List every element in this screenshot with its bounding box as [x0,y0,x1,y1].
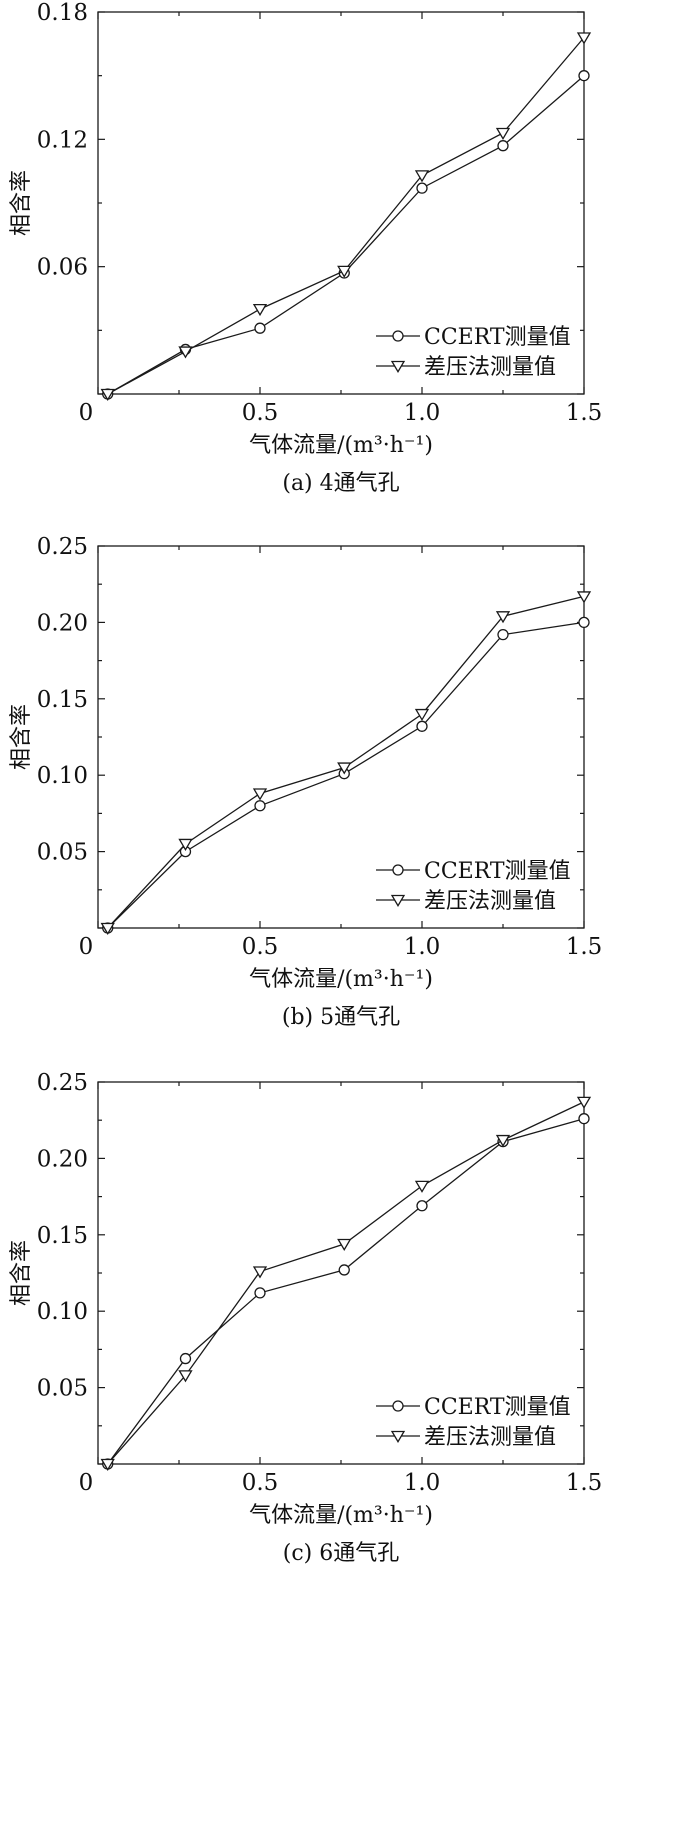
y-tick-label: 0.12 [37,127,88,153]
x-tick-label: 1.0 [404,1470,441,1496]
x-tick-label: 1.0 [404,934,441,960]
panel-caption: (c) 6通气孔 [283,1541,399,1566]
data-point [576,32,592,45]
y-tick-label: 0.05 [37,840,88,866]
data-point [100,1458,115,1471]
y-tick-label: 0.20 [37,1146,88,1172]
x-tick-label: 1.5 [566,1470,603,1496]
y-tick-label: 0.15 [37,1223,88,1249]
legend-label: 差压法测量值 [424,355,556,380]
data-point [578,1113,590,1125]
data-point [414,1180,430,1193]
data-point [338,1264,350,1276]
data-point [337,1238,352,1251]
legend-marker [392,1400,404,1412]
legend-marker [390,1430,406,1443]
data-point [414,708,430,722]
x-tick-label: 1.0 [404,400,441,426]
legend-label: CCERT测量值 [424,1395,571,1420]
data-point [252,1266,268,1279]
data-point [576,1096,592,1109]
x-tick-label: 0.5 [242,934,279,960]
data-point [497,628,509,641]
y-axis-label: 相含率 [9,704,34,770]
data-point [495,127,511,140]
data-point [416,720,428,732]
x-axis-label: 气体流量/(m³·h⁻¹) [249,1503,433,1528]
x-tick-label: 0 [79,400,94,426]
data-point [179,1352,192,1365]
data-point [414,170,430,183]
data-point [252,788,268,801]
data-point [100,388,115,401]
x-tick-label: 0.5 [242,400,279,426]
legend-label: 差压法测量值 [424,889,556,914]
data-point [178,1370,193,1383]
y-axis-label: 相含率 [9,170,34,236]
panel-caption: (b) 5通气孔 [282,1005,400,1030]
data-point [254,800,266,812]
y-tick-label: 0.25 [37,1070,88,1096]
x-tick-label: 0 [79,934,94,960]
y-tick-label: 0.06 [37,255,88,281]
x-tick-label: 1.5 [566,934,603,960]
data-point [416,1200,428,1212]
data-point [178,838,193,851]
y-tick-label: 0.20 [37,610,88,636]
y-tick-label: 0.15 [37,687,88,713]
data-point [497,140,509,152]
y-tick-label: 0.25 [37,534,88,560]
y-tick-label: 0.10 [37,1299,88,1325]
legend-marker [390,894,406,907]
panel-caption: (a) 4通气孔 [282,471,399,496]
data-point [337,265,352,278]
legend-marker [392,864,404,876]
y-tick-label: 0.18 [37,0,88,26]
y-axis-label: 相含率 [9,1240,34,1306]
chart-panel-2: 0 0.5 1.0 1.5 0.05 0.10 0.15 0.20 0.25 气体流量/(m³·h… [9,534,602,1030]
data-point [578,70,590,82]
data-point [100,922,115,935]
data-point [254,1287,266,1299]
y-tick-label: 0.05 [37,1376,88,1402]
data-point [495,611,511,624]
x-tick-label: 0 [79,1470,94,1496]
data-point [576,591,592,604]
data-point [416,182,428,194]
legend-marker [390,360,406,373]
legend-label: CCERT测量值 [424,325,571,350]
data-point [495,1134,511,1148]
legend-label: 差压法测量值 [424,1425,556,1450]
chart-panel-1: 0 0.5 1.0 1.5 0.06 0.12 0.18 气体流量/(m³·h⁻¹) 相含率 (a… [9,0,602,496]
x-axis-label: 气体流量/(m³·h⁻¹) [249,967,433,992]
y-tick-label: 0.10 [37,763,88,789]
legend-marker [392,330,404,342]
legend-label: CCERT测量值 [424,859,571,884]
data-point [254,322,266,334]
chart-panel-3: 0 0.5 1.0 1.5 0.05 0.10 0.15 0.20 0.25 气体流量/(m³·h… [9,1070,602,1566]
x-tick-label: 1.5 [566,400,603,426]
data-point [252,303,268,317]
x-tick-label: 0.5 [242,1470,279,1496]
data-point [178,346,193,359]
data-point [337,762,352,775]
x-axis-label: 气体流量/(m³·h⁻¹) [249,433,433,458]
data-point [578,616,590,629]
